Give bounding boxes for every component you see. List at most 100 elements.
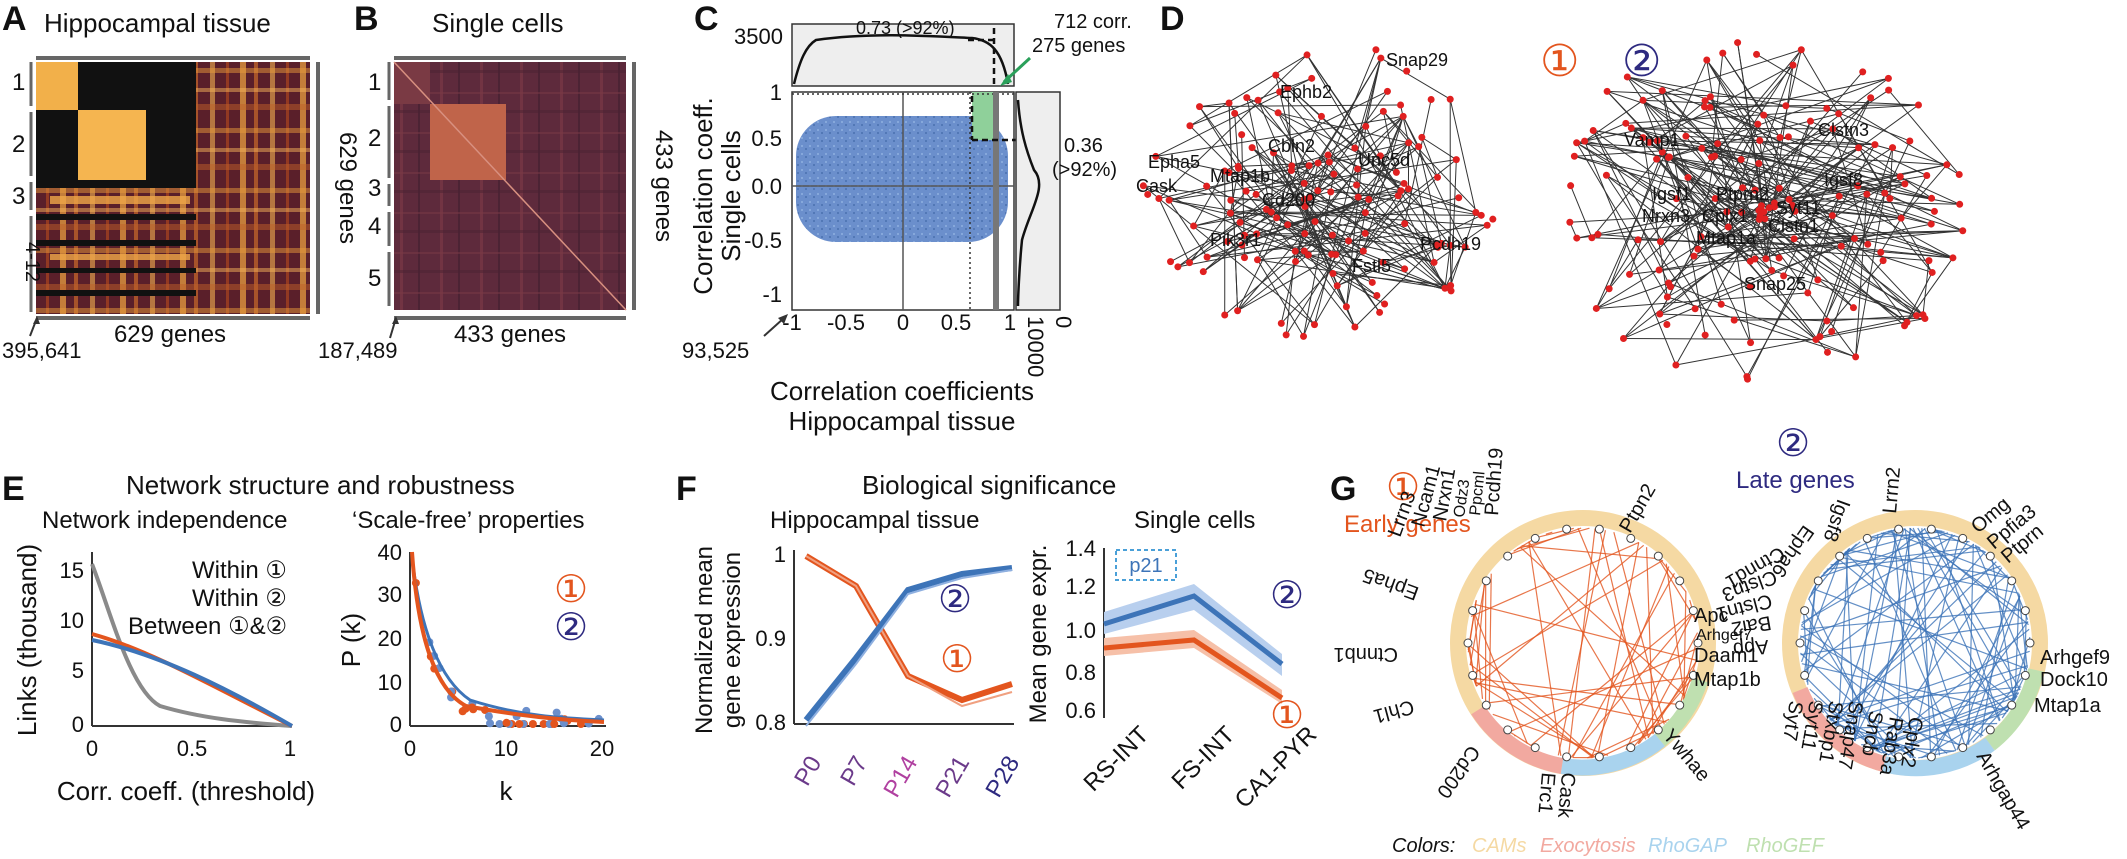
network-node bbox=[1185, 259, 1193, 267]
chord-link bbox=[1837, 549, 1849, 729]
chord-link bbox=[1854, 529, 1899, 742]
network-node bbox=[1655, 266, 1663, 274]
net2-label-nrxn3: Nrxn3 bbox=[1642, 206, 1690, 226]
network-node bbox=[1765, 204, 1773, 212]
network-node bbox=[1756, 137, 1764, 145]
g-early-cask: Cask bbox=[1553, 772, 1579, 820]
network-node bbox=[1328, 250, 1336, 258]
chord-link bbox=[1904, 528, 1941, 756]
network-node bbox=[1717, 300, 1725, 308]
chord-early-ring-exocytosis bbox=[1471, 705, 1564, 774]
network-node bbox=[1446, 241, 1454, 249]
network-edge bbox=[1189, 54, 1308, 127]
panel-f-left-title: Hippocampal tissue bbox=[770, 507, 979, 534]
network-node bbox=[1780, 272, 1788, 280]
chord-link bbox=[1545, 531, 1553, 535]
network-node bbox=[1272, 71, 1280, 79]
g-early-chl1: Chl1 bbox=[1371, 695, 1416, 727]
chord-link bbox=[1799, 565, 2001, 639]
network-edge bbox=[1400, 190, 1476, 213]
net1-label-cask: Cask bbox=[1136, 176, 1178, 196]
panel-a-right-label: 629 genes bbox=[334, 132, 361, 244]
chord-link bbox=[2018, 593, 2028, 669]
network-edge bbox=[1421, 137, 1438, 178]
network-edge bbox=[1756, 53, 1960, 175]
network-node bbox=[1824, 348, 1832, 356]
network-node bbox=[1566, 218, 1574, 226]
network-node bbox=[1433, 241, 1441, 249]
network-node bbox=[1672, 361, 1680, 369]
network-node bbox=[1605, 285, 1613, 293]
network-node bbox=[1789, 61, 1797, 69]
panel-g-early-title: Early genes bbox=[1344, 511, 1471, 538]
network-edge bbox=[1623, 144, 1876, 339]
network-node bbox=[1775, 254, 1783, 262]
network-edge bbox=[1168, 154, 1329, 201]
g-early-epha5: Epha5 bbox=[1360, 564, 1422, 604]
panel-c-y-tick-1: 1 bbox=[770, 80, 782, 105]
net2-label-clstn1: Clstn1 bbox=[1768, 216, 1819, 236]
chord-link bbox=[1903, 528, 2028, 617]
panel-c-x-tick-4: 0.5 bbox=[941, 310, 972, 335]
network-edge bbox=[1676, 198, 1766, 220]
network-node bbox=[1365, 195, 1373, 203]
network-node bbox=[1627, 124, 1635, 132]
network-edge bbox=[1819, 260, 1884, 337]
panel-b-letter: B bbox=[354, 0, 379, 38]
network-edge bbox=[1189, 125, 1289, 226]
network-node bbox=[1706, 103, 1714, 111]
panel-c-count: 93,525 bbox=[682, 338, 749, 363]
network-edge bbox=[1722, 52, 1781, 138]
network-edge bbox=[1246, 97, 1446, 289]
network-node bbox=[1404, 185, 1412, 193]
network-edge bbox=[1668, 77, 1889, 158]
chord-link bbox=[1613, 532, 1665, 725]
network-edge bbox=[1659, 313, 1827, 322]
network-edge bbox=[1584, 99, 1644, 142]
panel-g-colors-label: Colors: bbox=[1392, 835, 1455, 857]
panel-f-right-ytick-4: 0.8 bbox=[1065, 660, 1096, 685]
network-edge bbox=[1788, 104, 1919, 200]
chord-link bbox=[1472, 609, 1528, 744]
network-node bbox=[1254, 96, 1262, 104]
chord-link bbox=[1469, 582, 1486, 666]
panel-f-left-ytick-3: 0.8 bbox=[755, 710, 786, 735]
panel-e-left-ytick-4: 0 bbox=[72, 712, 84, 737]
network-node bbox=[1901, 180, 1909, 188]
network-edge bbox=[1224, 146, 1420, 316]
chord-link bbox=[1800, 621, 2029, 656]
network-node bbox=[1199, 268, 1207, 276]
network-edge bbox=[1685, 135, 1743, 213]
network-edge bbox=[1295, 250, 1385, 305]
network-node bbox=[1837, 242, 1845, 250]
network-node bbox=[1167, 258, 1175, 266]
network-edge bbox=[1271, 211, 1366, 214]
network-edge bbox=[1239, 221, 1446, 289]
network-node bbox=[1697, 233, 1705, 241]
network-edge bbox=[1189, 77, 1312, 127]
chord-link bbox=[1801, 527, 1926, 626]
network-node bbox=[1231, 109, 1239, 117]
chord-link bbox=[1830, 561, 1997, 722]
network-edge bbox=[1256, 188, 1409, 235]
net2-label-syt11: Syt11 bbox=[1776, 198, 1821, 218]
network-node bbox=[1955, 171, 1963, 179]
network-edge bbox=[1701, 147, 1963, 232]
network-node bbox=[1828, 327, 1836, 335]
network-edge bbox=[1199, 106, 1239, 169]
panel-f-right-ytick-2: 1.2 bbox=[1065, 574, 1096, 599]
chord-link bbox=[1528, 541, 1647, 740]
network-node bbox=[1300, 247, 1308, 255]
network-node bbox=[1885, 86, 1893, 94]
network-node bbox=[1329, 270, 1337, 278]
chord-link bbox=[1991, 557, 2015, 702]
chord-node bbox=[1693, 638, 1703, 648]
network-edge bbox=[1158, 54, 1308, 199]
chord-link bbox=[1570, 611, 1695, 758]
g-early-ctnnb1: Ctnnb1 bbox=[1334, 643, 1399, 665]
network-edge bbox=[1237, 166, 1364, 252]
g-early-ppcml: Ppcml bbox=[1467, 470, 1489, 516]
panel-c-top-y-tick: 3500 bbox=[734, 24, 783, 49]
net1-label-cd200: Cd200 bbox=[1262, 190, 1315, 210]
network-module-2 bbox=[1566, 39, 1967, 383]
